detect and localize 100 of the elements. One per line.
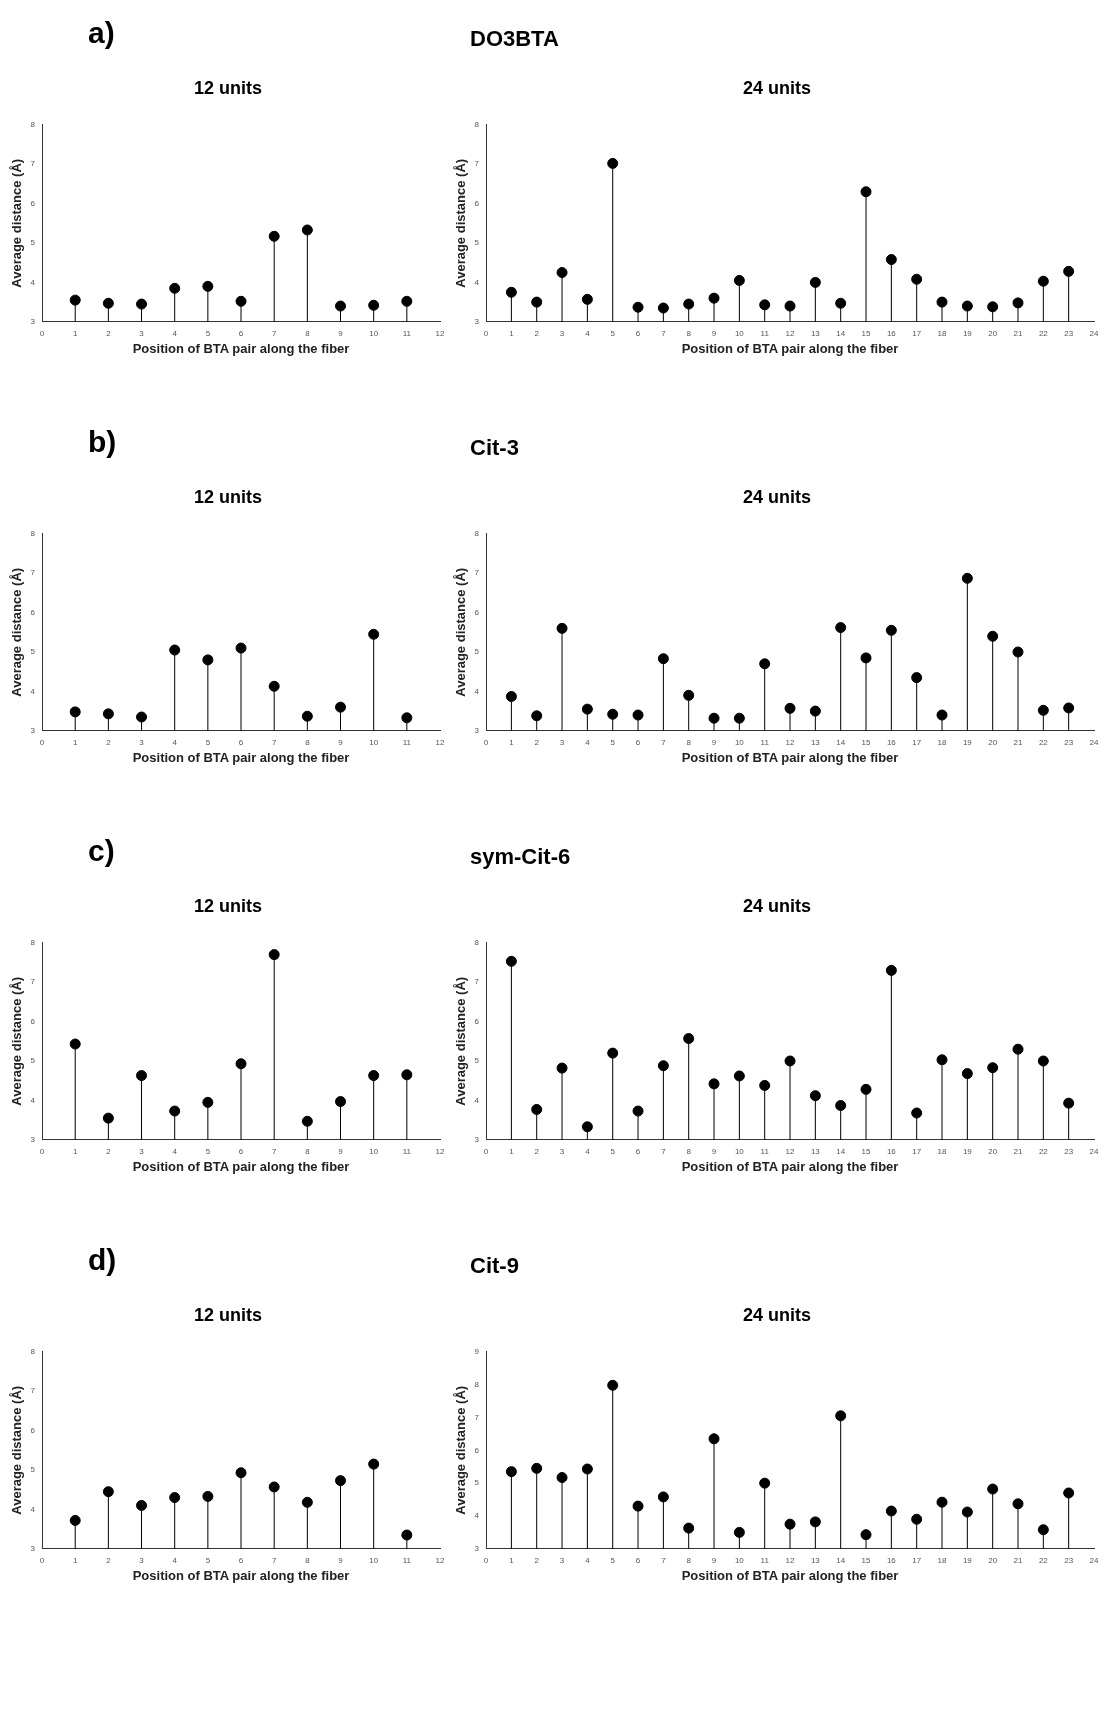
- x-tick-label: 9: [711, 737, 717, 747]
- point: [136, 1070, 148, 1082]
- x-tick-label: 16: [886, 1146, 897, 1156]
- point: [835, 622, 847, 634]
- text: b): [88, 425, 117, 459]
- x-tick-label: 3: [139, 737, 145, 747]
- x-tick-label: 0: [483, 737, 489, 747]
- x-tick-label: 0: [483, 328, 489, 338]
- point: [368, 1070, 380, 1082]
- point: [885, 1505, 897, 1517]
- x-tick-label: 16: [886, 328, 897, 338]
- x-tick-label: 7: [271, 737, 277, 747]
- x-tick-label: 2: [106, 1555, 112, 1565]
- point: [1063, 265, 1075, 277]
- x-tick-label: 11: [760, 328, 770, 338]
- point: [683, 1033, 695, 1045]
- y-tick-label: 7: [30, 977, 36, 987]
- point: [809, 705, 821, 717]
- y-tick-label: 3: [30, 726, 36, 735]
- point: [531, 1103, 543, 1115]
- point: [368, 628, 380, 640]
- x-tick-label: 13: [810, 328, 821, 338]
- point: [169, 644, 181, 656]
- x-axis-title: Position of BTA pair along the fiber: [681, 749, 899, 765]
- y-tick-label: 6: [474, 1445, 480, 1455]
- text: c): [88, 834, 115, 868]
- x-tick-label: 17: [912, 737, 922, 747]
- point: [69, 1514, 81, 1526]
- x-tick-label: 5: [610, 737, 616, 747]
- x-tick-label: 3: [139, 1146, 145, 1156]
- x-tick-label: 11: [402, 1555, 412, 1565]
- x-tick-label: 15: [861, 1146, 872, 1156]
- point: [860, 186, 872, 198]
- x-axis-title: Position of BTA pair along the fiber: [132, 1567, 350, 1583]
- x-tick-label: 6: [238, 328, 244, 338]
- x-tick-label: 19: [962, 1146, 973, 1156]
- point: [835, 1410, 847, 1422]
- x-tick-label: 0: [483, 1555, 489, 1565]
- point: [581, 293, 593, 305]
- x-tick-label: 12: [785, 328, 796, 338]
- x-tick-label: 21: [1013, 1555, 1023, 1565]
- point: [911, 1107, 923, 1119]
- text: a): [88, 16, 115, 50]
- point: [835, 1100, 847, 1112]
- y-axis-title: Average distance (Å): [9, 1385, 25, 1515]
- y-tick-label: 5: [30, 238, 36, 248]
- x-tick-label: 1: [509, 1555, 515, 1565]
- x-tick-label: 0: [39, 1555, 45, 1565]
- point: [202, 1490, 214, 1502]
- point: [102, 708, 114, 720]
- y-tick-label: 7: [30, 1386, 36, 1396]
- point: [632, 301, 644, 313]
- point: [202, 1096, 214, 1108]
- x-tick-label: 11: [402, 1146, 412, 1156]
- x-tick-label: 21: [1013, 1146, 1023, 1156]
- x-tick-label: 9: [338, 737, 344, 747]
- x-tick-label: 10: [369, 1146, 379, 1156]
- y-axis-title: Average distance (Å): [453, 976, 469, 1106]
- y-tick-label: 3: [474, 317, 480, 326]
- x-tick-label: 2: [534, 1555, 540, 1565]
- x-axis-title: Position of BTA pair along the fiber: [132, 1158, 350, 1174]
- point: [657, 1491, 669, 1503]
- point: [169, 1105, 181, 1117]
- point: [505, 955, 517, 967]
- point: [961, 300, 973, 312]
- x-tick-label: 7: [661, 737, 667, 747]
- y-tick-label: 3: [474, 726, 480, 735]
- point: [169, 1492, 181, 1504]
- x-axis-title: Position of BTA pair along the fiber: [681, 1158, 899, 1174]
- point: [809, 276, 821, 288]
- x-tick-label: 10: [369, 737, 379, 747]
- x-tick-label: 22: [1038, 1146, 1049, 1156]
- x-tick-label: 6: [238, 1146, 244, 1156]
- point: [335, 300, 347, 312]
- x-tick-label: 4: [172, 737, 178, 747]
- x-tick-label: 13: [810, 737, 821, 747]
- y-tick-label: 5: [474, 647, 480, 657]
- x-tick-label: 9: [711, 328, 717, 338]
- x-tick-label: 1: [509, 1146, 515, 1156]
- x-tick-label: 5: [610, 1146, 616, 1156]
- x-axis-title: Position of BTA pair along the fiber: [132, 749, 350, 765]
- chart-title: 24 units: [742, 487, 812, 508]
- x-tick-label: 1: [509, 328, 515, 338]
- chart-title: 12 units: [193, 896, 263, 917]
- x-tick-label: 17: [912, 1146, 922, 1156]
- y-tick-label: 8: [474, 120, 480, 129]
- y-tick-label: 4: [30, 1504, 36, 1514]
- point: [759, 1079, 771, 1091]
- x-tick-label: 14: [836, 1146, 846, 1156]
- x-tick-label: 6: [238, 737, 244, 747]
- y-tick-label: 9: [474, 1347, 480, 1356]
- point: [581, 1463, 593, 1475]
- point: [809, 1090, 821, 1102]
- x-tick-label: 19: [962, 328, 973, 338]
- x-tick-label: 17: [912, 328, 922, 338]
- x-tick-label: 18: [937, 328, 948, 338]
- x-tick-label: 19: [962, 737, 973, 747]
- x-tick-label: 6: [635, 328, 641, 338]
- point: [809, 1516, 821, 1528]
- point: [505, 286, 517, 298]
